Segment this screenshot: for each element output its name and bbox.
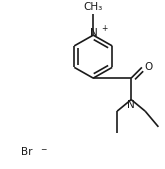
Text: CH₃: CH₃ <box>84 2 103 12</box>
Text: O: O <box>145 62 153 71</box>
Text: −: − <box>40 145 47 154</box>
Text: +: + <box>101 24 107 33</box>
Text: N: N <box>127 100 135 110</box>
Text: N: N <box>90 29 98 39</box>
Text: Br: Br <box>21 148 33 158</box>
